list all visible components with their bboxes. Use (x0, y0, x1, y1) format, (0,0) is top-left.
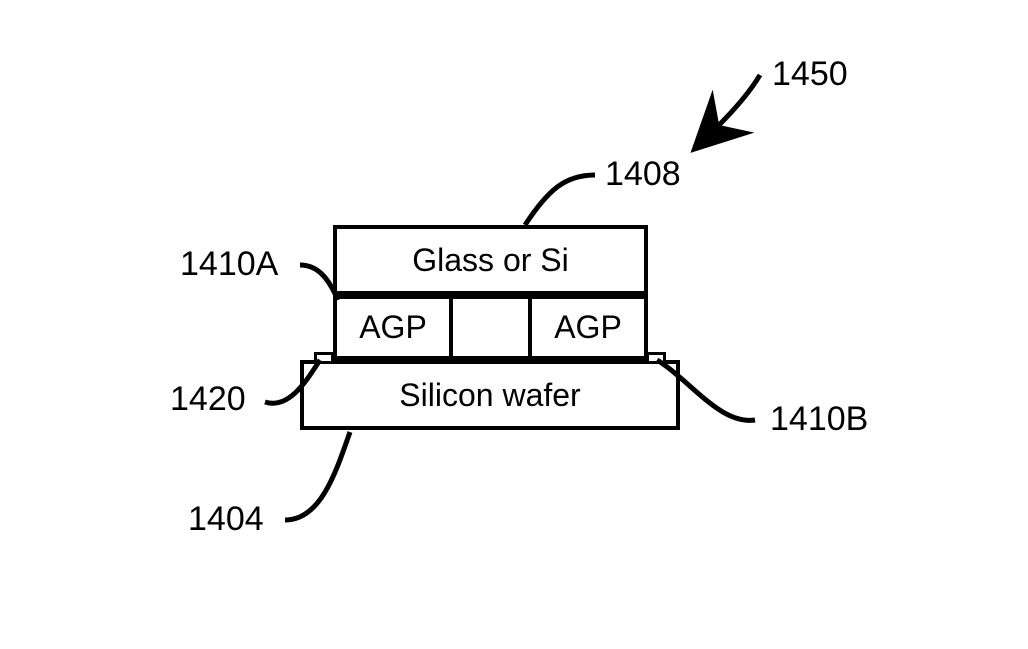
bond-pad-left (314, 352, 334, 364)
top-cap-layer: Glass or Si (333, 225, 648, 295)
leader-1404 (285, 432, 350, 520)
cavity-gap (453, 295, 528, 360)
callout-1404: 1404 (188, 500, 264, 539)
top-cap-label: Glass or Si (412, 242, 568, 279)
agp-left-label: AGP (359, 309, 427, 346)
agp-left-block: AGP (333, 295, 453, 360)
silicon-wafer-layer: Silicon wafer (300, 360, 680, 430)
callout-1408: 1408 (605, 155, 681, 194)
arrow-1450 (712, 75, 760, 132)
agp-right-block: AGP (528, 295, 648, 360)
callout-1410a: 1410A (180, 245, 278, 284)
leader-1408 (525, 175, 595, 225)
agp-right-label: AGP (554, 309, 622, 346)
bond-pad-right (646, 352, 666, 364)
callout-1450: 1450 (772, 55, 848, 94)
callout-1420: 1420 (170, 380, 246, 419)
silicon-wafer-label: Silicon wafer (399, 377, 580, 414)
callout-1410b: 1410B (770, 400, 868, 439)
